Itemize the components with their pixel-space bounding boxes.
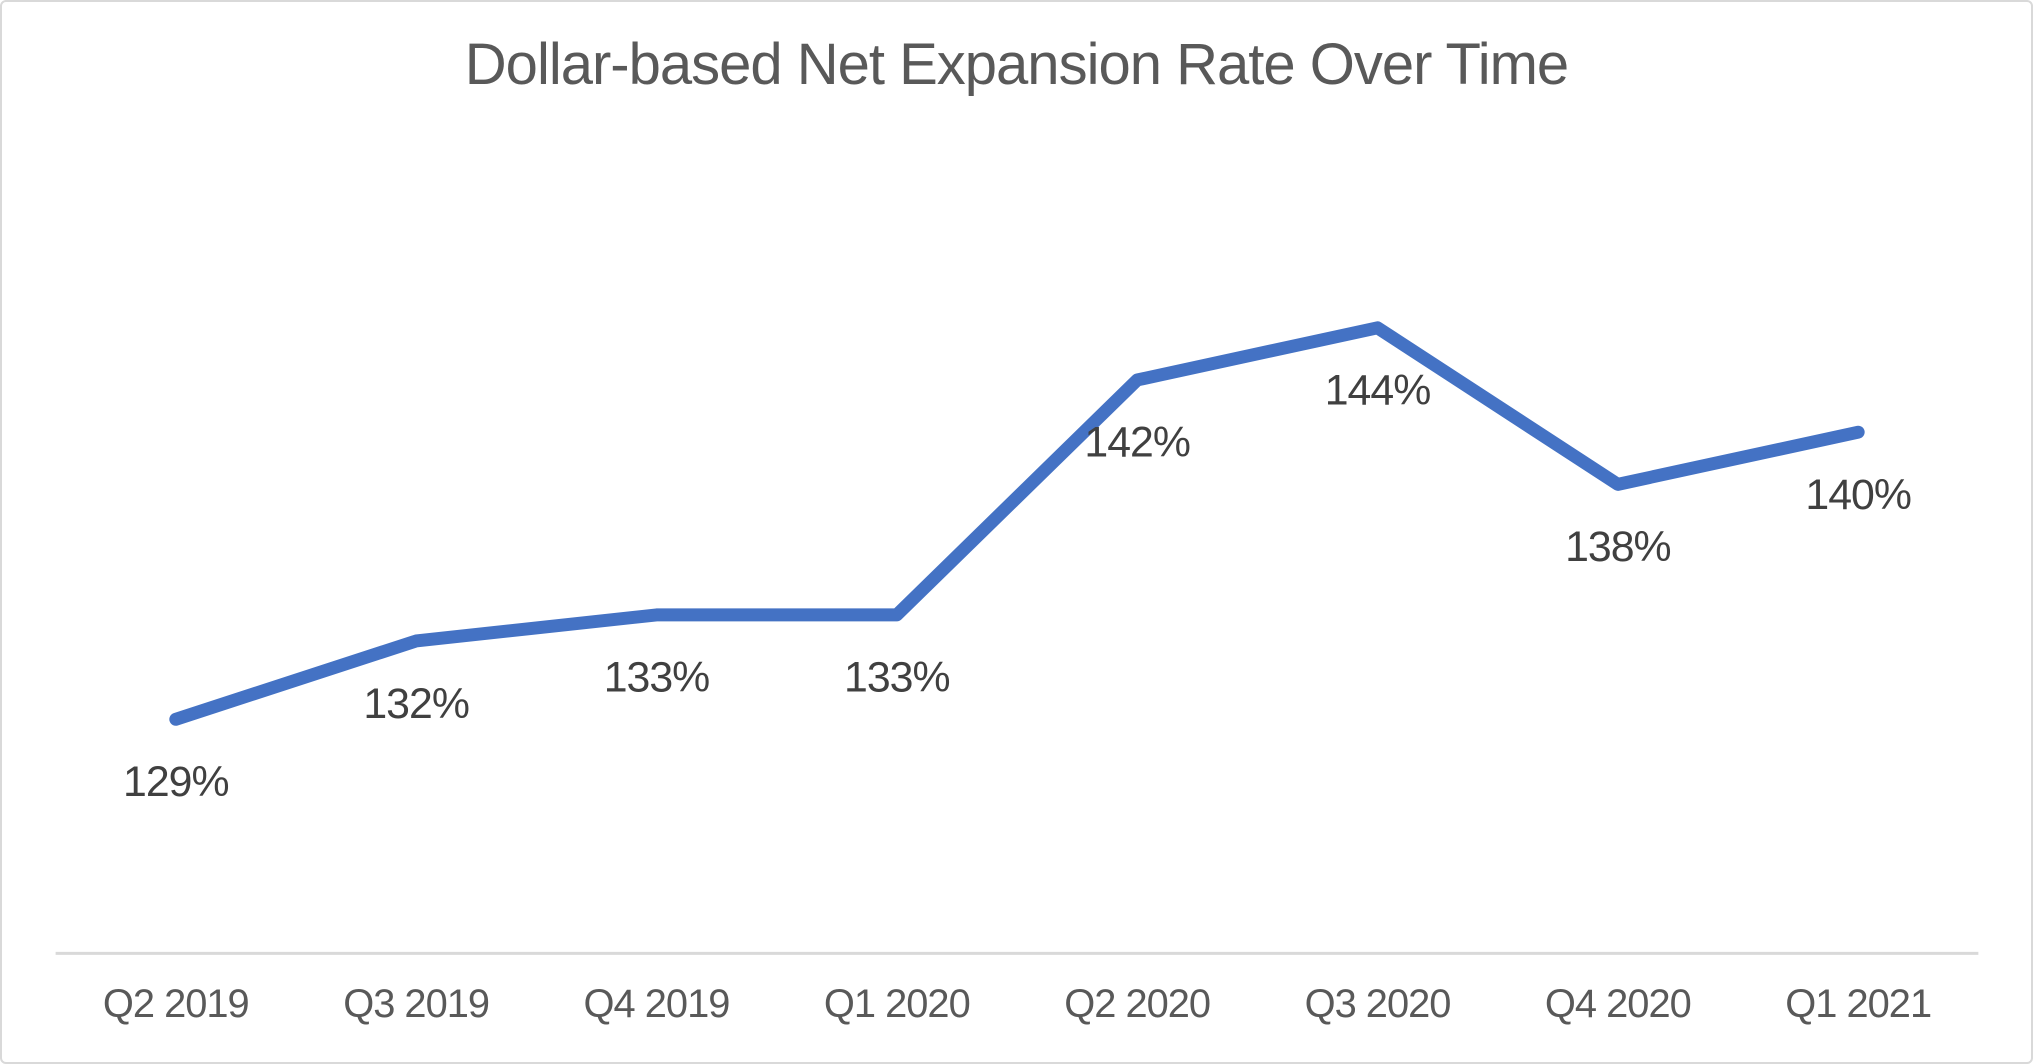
x-axis-label: Q2 2020 xyxy=(1064,982,1210,1026)
data-label: 132% xyxy=(363,680,469,728)
data-label: 140% xyxy=(1805,471,1911,519)
x-axis-label: Q3 2020 xyxy=(1305,982,1451,1026)
data-label: 133% xyxy=(604,654,710,702)
x-axis-label: Q3 2019 xyxy=(343,982,489,1026)
data-label: 138% xyxy=(1565,523,1671,571)
x-axis-label: Q1 2021 xyxy=(1785,982,1931,1026)
data-label: 133% xyxy=(844,654,950,702)
x-axis-label: Q2 2019 xyxy=(103,982,249,1026)
x-axis-label: Q4 2020 xyxy=(1545,982,1691,1026)
x-axis-label: Q1 2020 xyxy=(824,982,970,1026)
chart-title: Dollar-based Net Expansion Rate Over Tim… xyxy=(464,32,1569,97)
trend-line xyxy=(169,321,1865,726)
x-axis-label: Q4 2019 xyxy=(584,982,730,1026)
data-label: 144% xyxy=(1325,367,1431,415)
data-label: 129% xyxy=(123,758,229,806)
data-label: 142% xyxy=(1084,419,1190,467)
